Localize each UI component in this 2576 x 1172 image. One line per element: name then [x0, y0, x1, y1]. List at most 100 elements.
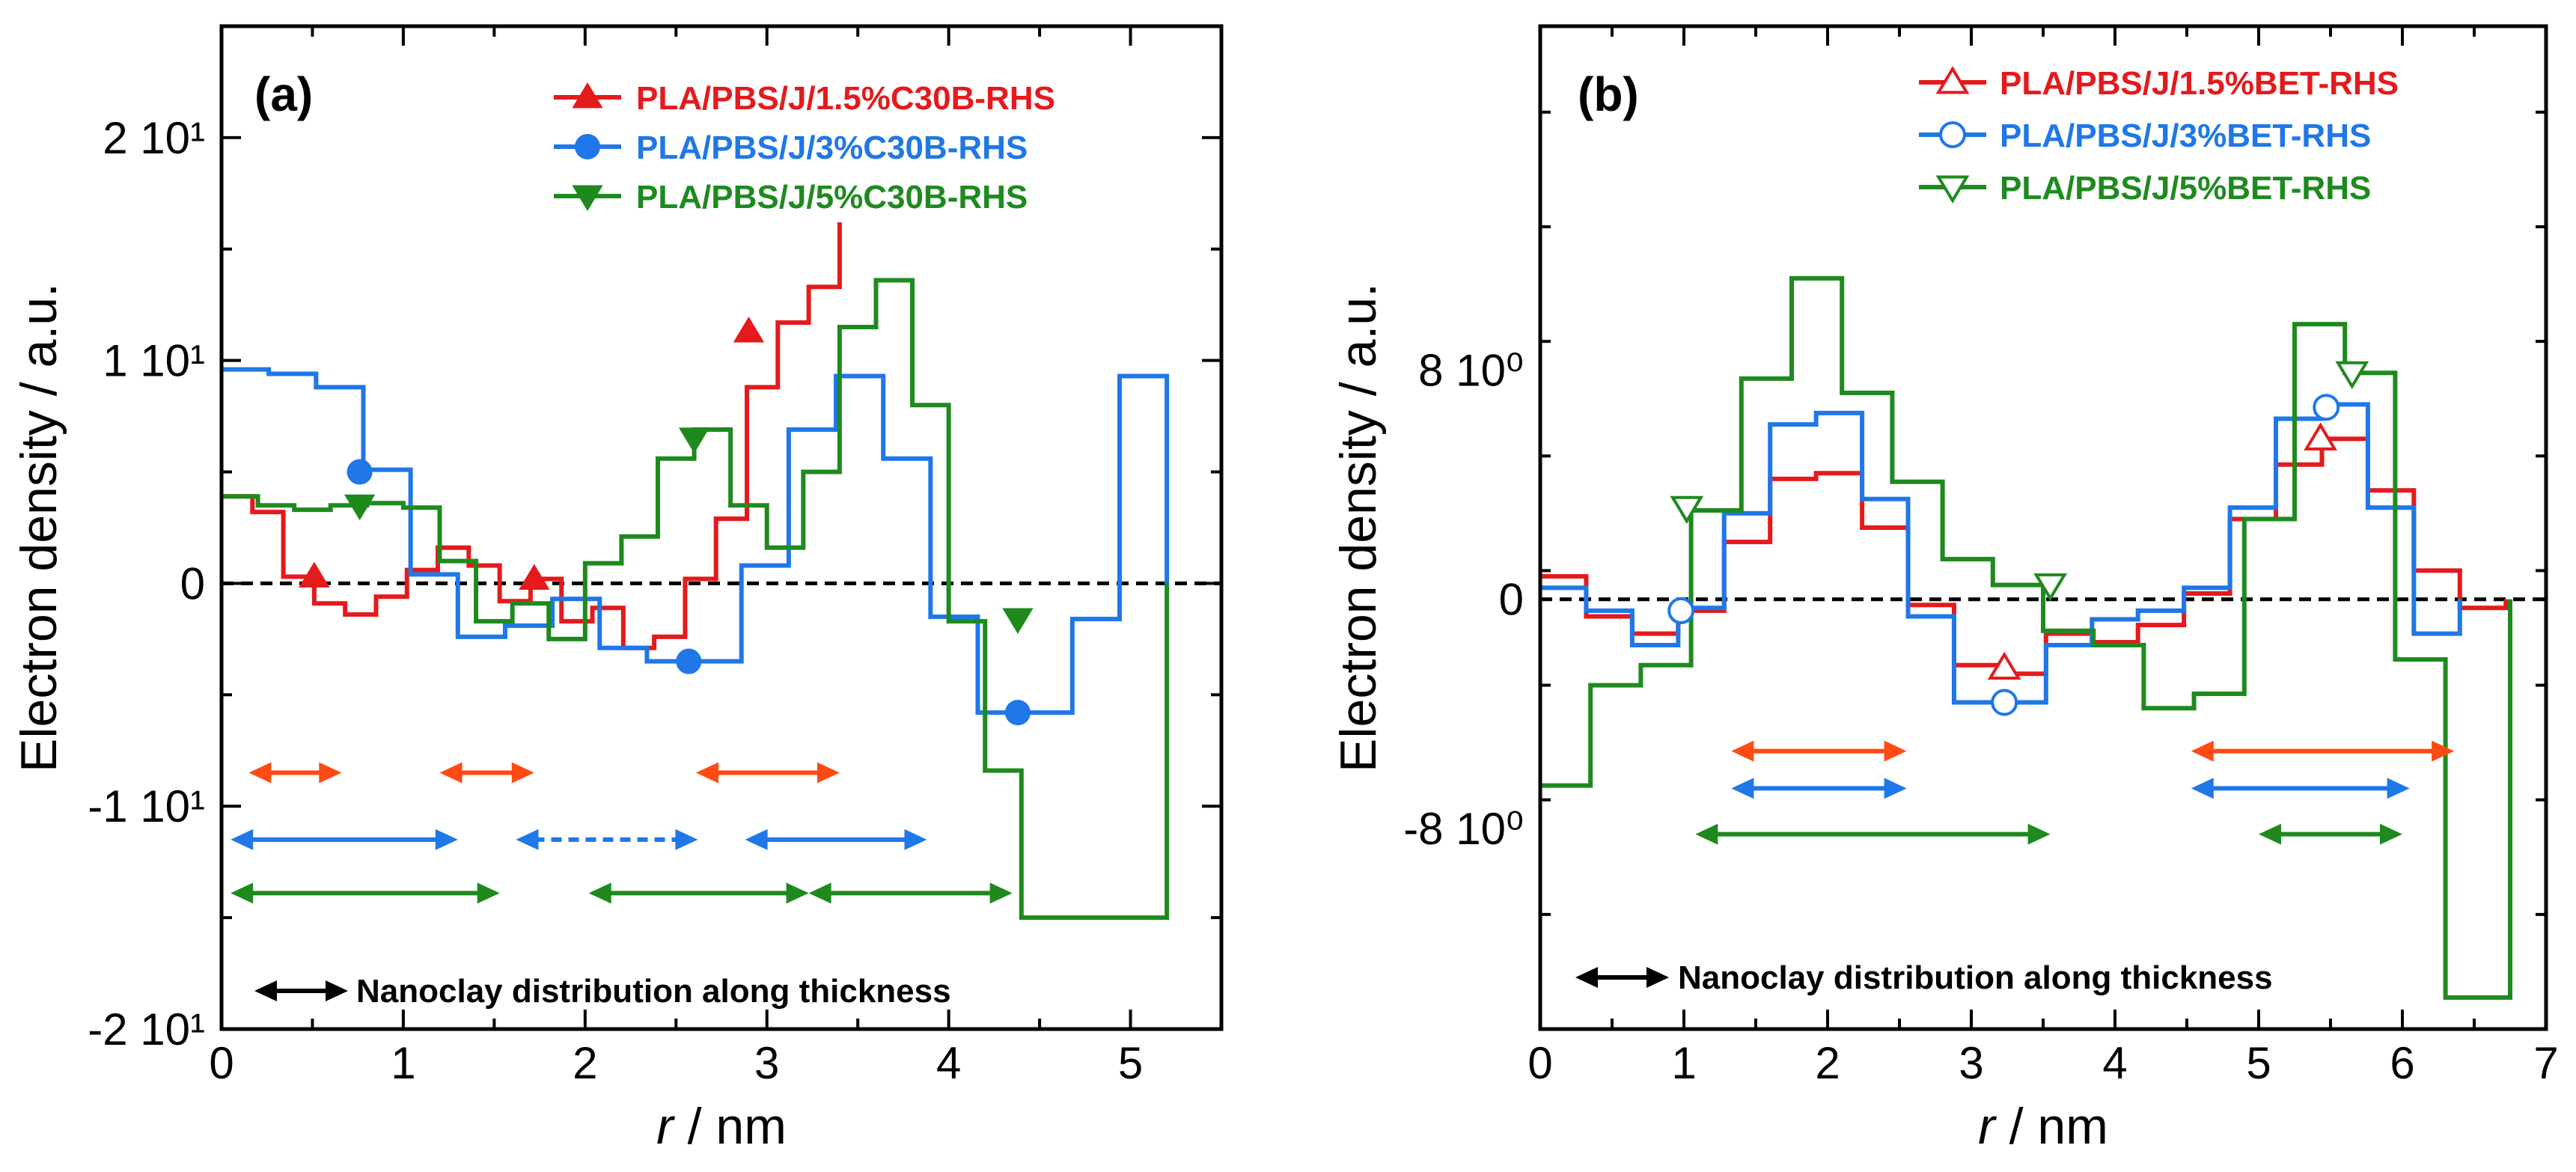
arrow-head-right	[989, 882, 1013, 904]
distribution-arrow	[808, 882, 1013, 904]
distribution-arrow	[2191, 740, 2455, 762]
arrow-head-left	[254, 980, 277, 1001]
arrow-head-right	[1646, 967, 1669, 988]
x-tick-label: 5	[1118, 1038, 1143, 1088]
legend-black-arrow	[1575, 967, 1669, 988]
x-axis-title-variable: r	[656, 1098, 675, 1155]
data-point-marker	[1670, 495, 1704, 525]
data-point-marker	[1991, 689, 2018, 716]
legend-black-arrow	[254, 980, 348, 1001]
x-tick-label: 4	[2102, 1038, 2127, 1088]
x-axis-title-variable: r	[1978, 1098, 1997, 1155]
legend-label: PLA/PBS/J/5%C30B-RHS	[636, 179, 1028, 216]
legend-entry: PLA/PBS/J/1.5%BET-RHS	[1919, 65, 2399, 102]
panel-label: (a)	[254, 67, 313, 121]
panel-label: (b)	[1578, 67, 1639, 121]
y-axis-title: Electron density / a.u.	[10, 283, 67, 772]
y-tick-label: 0	[180, 558, 205, 608]
legend-marker	[572, 185, 603, 211]
arrow-head-left	[1731, 778, 1754, 799]
y-tick-label: 8 10⁰	[1418, 345, 1524, 395]
legend-entry: PLA/PBS/J/5%C30B-RHS	[554, 179, 1028, 216]
x-tick-label: 4	[936, 1038, 961, 1088]
arrow-head-right	[319, 762, 342, 784]
legend-marker	[575, 134, 600, 159]
data-point-marker	[733, 317, 765, 343]
y-tick-label: 2 10¹	[103, 113, 205, 163]
arrow-head-left	[808, 882, 831, 904]
arrow-head-right	[511, 762, 534, 784]
data-point-marker	[2313, 394, 2340, 421]
arrow-head-right	[2432, 740, 2455, 762]
x-tick-label: 5	[2246, 1038, 2271, 1088]
arrow-head-right	[904, 828, 927, 850]
arrow-head-left	[248, 762, 272, 784]
arrow-head-left	[2191, 740, 2214, 762]
arrow-head-left	[695, 762, 718, 784]
data-point-marker	[678, 427, 710, 454]
arrow-head-left	[439, 762, 463, 784]
arrow-head-right	[2027, 823, 2051, 845]
legend-marker	[1935, 175, 1970, 204]
legend-entry: PLA/PBS/J/3%BET-RHS	[1919, 117, 2371, 154]
x-axis-title-unit: / nm	[1995, 1098, 2108, 1155]
data-point-marker	[347, 459, 373, 485]
legend-entry: PLA/PBS/J/1.5%C30B-RHS	[554, 80, 1055, 117]
legend-entry: PLA/PBS/J/3%C30B-RHS	[554, 129, 1028, 166]
x-tick-label: 3	[1959, 1038, 1983, 1088]
panel-b: Nanoclay distribution along thickness 0 1 2…	[1330, 24, 2559, 1155]
y-axis-title: Electron density / a.u.	[1330, 283, 1387, 772]
legend-label: PLA/PBS/J/5%BET-RHS	[2000, 170, 2371, 207]
legend-label: PLA/PBS/J/3%BET-RHS	[2000, 117, 2371, 154]
data-point-marker	[1987, 651, 2021, 680]
distribution-arrow	[439, 762, 534, 784]
x-tick-label: 0	[1527, 1038, 1552, 1088]
arrow-head-left	[516, 828, 539, 850]
y-tick-label: -1 10¹	[88, 781, 205, 831]
arrow-head-left	[231, 828, 254, 850]
arrow-head-left	[231, 882, 254, 904]
arrow-head-right	[1884, 778, 1907, 799]
data-point-marker	[344, 494, 376, 521]
x-axis-title-unit: / nm	[674, 1098, 787, 1155]
y-tick-label: -8 10⁰	[1403, 804, 1524, 854]
arrow-head-left	[1695, 823, 1718, 845]
x-axis-title: r / nm	[656, 1098, 787, 1155]
series-group	[222, 222, 1170, 921]
data-point-marker	[2304, 422, 2337, 451]
distribution-arrow	[695, 762, 840, 784]
legend-label: PLA/PBS/J/1.5%BET-RHS	[2000, 65, 2399, 102]
distribution-arrow	[2259, 823, 2402, 845]
x-axis-title: r / nm	[1978, 1098, 2108, 1155]
series-line-3	[222, 278, 1170, 921]
x-tick-label: 3	[754, 1038, 779, 1088]
distribution-arrow	[1731, 778, 1907, 799]
data-point-marker	[1004, 700, 1031, 726]
arrow-head-right	[675, 828, 698, 850]
x-tick-label: 0	[209, 1038, 234, 1088]
arrow-head-right	[477, 882, 500, 904]
x-tick-label: 1	[1671, 1038, 1696, 1088]
series-group	[1540, 275, 2512, 1000]
arrow-head-left	[2259, 823, 2281, 845]
arrow-head-right	[435, 828, 458, 850]
legend-label: PLA/PBS/J/3%C30B-RHS	[636, 129, 1028, 166]
legend-label: PLA/PBS/J/1.5%C30B-RHS	[636, 80, 1055, 117]
nanoclay-note: Nanoclay distribution along thickness	[1678, 959, 2273, 996]
arrow-head-right	[817, 762, 840, 784]
data-point-marker	[2335, 361, 2369, 390]
distribution-arrow	[1695, 823, 2051, 845]
x-tick-label: 2	[1815, 1038, 1840, 1088]
distribution-arrow	[588, 882, 809, 904]
legend-entry: PLA/PBS/J/5%BET-RHS	[1919, 170, 2371, 207]
x-tick-label: 1	[391, 1038, 415, 1088]
arrow-head-right	[1884, 740, 1907, 762]
plot-frame	[219, 24, 1224, 1031]
arrow-head-right	[2380, 823, 2402, 845]
arrow-head-right	[786, 882, 809, 904]
y-tick-label: 1 10¹	[103, 336, 205, 386]
arrow-head-left	[1731, 740, 1754, 762]
